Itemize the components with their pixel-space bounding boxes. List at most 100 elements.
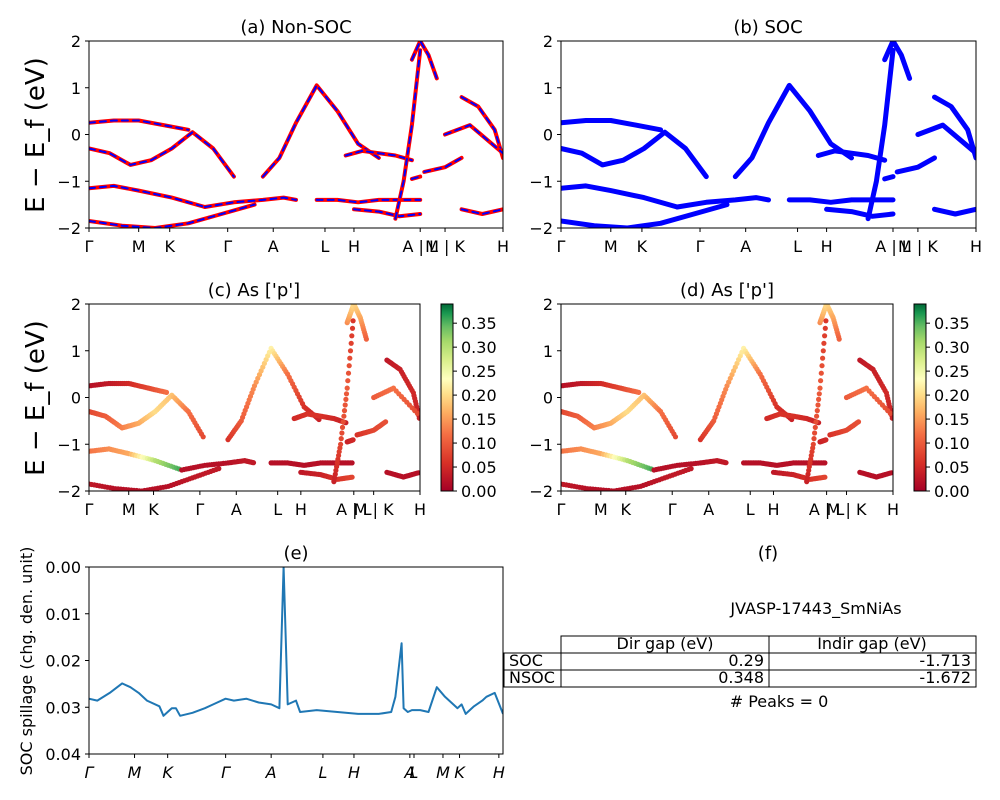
x-tick-label: L	[321, 237, 330, 256]
band-point	[723, 460, 729, 466]
band-line	[561, 129, 709, 180]
x-tick-label: K	[148, 500, 159, 519]
x-tick-label: M	[604, 237, 618, 256]
x-tick-label: K	[164, 237, 175, 256]
y-axis-label-row3: SOC spillage (chg. den. unit)	[17, 547, 36, 776]
band-line	[410, 41, 438, 80]
band-point	[812, 430, 818, 436]
band-line	[786, 197, 896, 205]
material-label: JVASP-17443_SmNiAs	[729, 599, 901, 619]
band-point	[341, 408, 348, 414]
band-line	[815, 148, 888, 163]
band-point	[348, 340, 354, 346]
band-line	[674, 195, 771, 210]
x-tick-label: Γ	[557, 237, 566, 256]
x-tick-label: H	[767, 500, 779, 519]
x-tick-label: A | L	[336, 500, 372, 519]
band-point	[819, 363, 825, 369]
x-tick-label: M	[122, 500, 136, 519]
x-tick-label: A | L	[875, 237, 911, 256]
band-point	[343, 391, 350, 397]
band-point	[822, 333, 828, 339]
x-tick-label: H	[348, 237, 360, 256]
y-tick-label: 1	[543, 342, 553, 361]
y-tick-label: 2	[71, 295, 81, 314]
y-tick-label: −2	[57, 482, 81, 501]
band-line	[824, 206, 896, 219]
x-tick-label: L	[273, 500, 282, 519]
colorbar-tick-label: 0.20	[461, 386, 497, 405]
x-tick-label: H	[821, 237, 833, 256]
panel-e-frame	[88, 566, 504, 755]
table-header-dir-gap: Dir gap (eV)	[617, 634, 714, 653]
band-point	[344, 385, 350, 391]
band-point	[350, 437, 356, 443]
y-tick-label: 0.02	[45, 652, 81, 671]
y-tick-label: 1	[71, 342, 81, 361]
panel-a-y-ticks: 2 1 0 −1 −2	[57, 32, 89, 238]
x-tick-label: Γ	[223, 237, 232, 256]
x-tick-label: A	[265, 763, 277, 782]
colorbar-tick-label: 0.00	[461, 482, 497, 501]
band-line	[410, 175, 422, 180]
band-point	[672, 434, 679, 440]
y-tick-label: 1	[71, 79, 81, 98]
colorbar-tick-label: 0.05	[461, 458, 497, 477]
colorbar-tick-label: 0.00	[934, 482, 970, 501]
x-tick-label: Γ	[85, 237, 94, 256]
band-line	[561, 202, 730, 228]
x-tick-label: K	[454, 763, 466, 782]
band-point	[345, 370, 352, 376]
band-point	[347, 348, 354, 354]
y-tick-label: −2	[529, 219, 553, 238]
x-tick-label: Γ	[696, 237, 705, 256]
y-tick-label: 2	[543, 32, 553, 51]
x-tick-label: Γ	[85, 763, 95, 782]
y-tick-label: −1	[57, 435, 81, 454]
band-point	[836, 336, 842, 342]
band-point	[343, 396, 349, 402]
band-line	[865, 47, 896, 222]
band-point	[814, 413, 820, 419]
band-line	[561, 118, 664, 133]
x-tick-label: A	[268, 237, 279, 256]
panel-b-title: (b) SOC	[733, 17, 802, 38]
x-tick-label: M	[128, 763, 142, 782]
colorbar-tick-label: 0.35	[461, 314, 497, 333]
band-point	[338, 441, 344, 447]
panel-e-x-ticks: Γ M K Γ A L H AL M K H	[85, 754, 505, 782]
panel-d-colorbar	[913, 303, 927, 492]
band-line	[394, 49, 422, 220]
band-line	[203, 196, 297, 208]
x-tick-label: H	[348, 763, 360, 782]
band-point	[340, 419, 346, 425]
x-tick-label: H	[493, 763, 505, 782]
band-line	[894, 155, 937, 175]
panel-d-colorbar-ticks: 0.00 0.05 0.10 0.15 0.20 0.25 0.30 0.35	[926, 314, 970, 501]
colorbar-tick-label: 0.05	[934, 458, 970, 477]
band-point	[814, 408, 820, 414]
y-tick-label: 0	[71, 389, 81, 408]
band-point	[342, 402, 348, 408]
y-tick-label: −2	[529, 482, 553, 501]
x-tick-label: M | K	[898, 237, 938, 256]
colorbar-tick-label: 0.15	[934, 410, 970, 429]
band-line	[882, 174, 896, 182]
panel-f-title: (f)	[758, 543, 778, 564]
gap-table	[503, 635, 977, 688]
y-tick-label: 0.01	[45, 605, 81, 624]
band-point	[163, 389, 170, 395]
band-point	[889, 415, 893, 421]
band-line	[882, 41, 913, 81]
panel-c-colorbar-ticks: 0.00 0.05 0.10 0.15 0.20 0.25 0.30 0.35	[453, 314, 497, 501]
colorbar-tick-label: 0.10	[934, 434, 970, 453]
band-point	[822, 325, 828, 331]
colorbar-tick-label: 0.25	[461, 362, 497, 381]
y-tick-label: −2	[57, 219, 81, 238]
band-point	[823, 318, 829, 324]
band-point	[823, 437, 829, 443]
